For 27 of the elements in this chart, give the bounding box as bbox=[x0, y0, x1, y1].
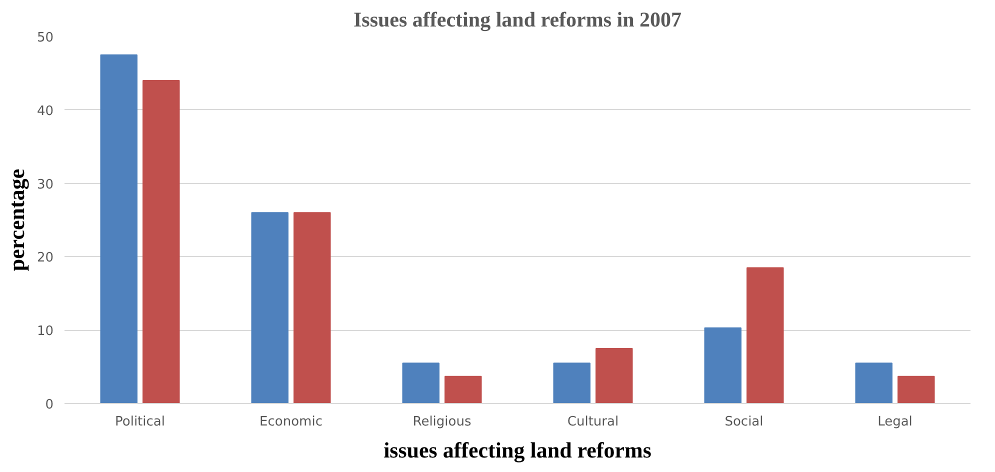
x-tick-label: Social bbox=[724, 414, 764, 430]
bar bbox=[855, 362, 892, 404]
bar bbox=[444, 376, 482, 404]
bar bbox=[898, 376, 935, 404]
x-tick-label: Cultural bbox=[567, 414, 619, 430]
y-tick-label: 40 bbox=[36, 104, 54, 119]
bar bbox=[553, 362, 590, 404]
y-axis-title: percentage bbox=[4, 168, 29, 272]
y-tick-label: 50 bbox=[36, 30, 54, 46]
bar bbox=[142, 80, 180, 404]
x-tick-label: Legal bbox=[878, 414, 912, 430]
bar bbox=[251, 212, 288, 404]
bar bbox=[746, 267, 784, 404]
bar bbox=[294, 212, 331, 404]
x-tick-label: Political bbox=[115, 414, 166, 430]
x-tick-label: Religious bbox=[412, 414, 472, 430]
x-axis-title: issues affecting land reforms bbox=[384, 438, 652, 462]
y-tick-label: 0 bbox=[45, 398, 54, 412]
x-tick-label: Economic bbox=[260, 414, 322, 430]
chart-title: Issues affecting land reforms in 2007 bbox=[353, 8, 682, 32]
bar bbox=[704, 327, 742, 404]
bar bbox=[100, 54, 138, 404]
y-tick-label: 10 bbox=[36, 324, 54, 340]
y-tick-label: 20 bbox=[36, 250, 54, 266]
y-tick-label: 30 bbox=[36, 177, 54, 192]
bar bbox=[596, 348, 633, 404]
bar bbox=[402, 362, 440, 404]
